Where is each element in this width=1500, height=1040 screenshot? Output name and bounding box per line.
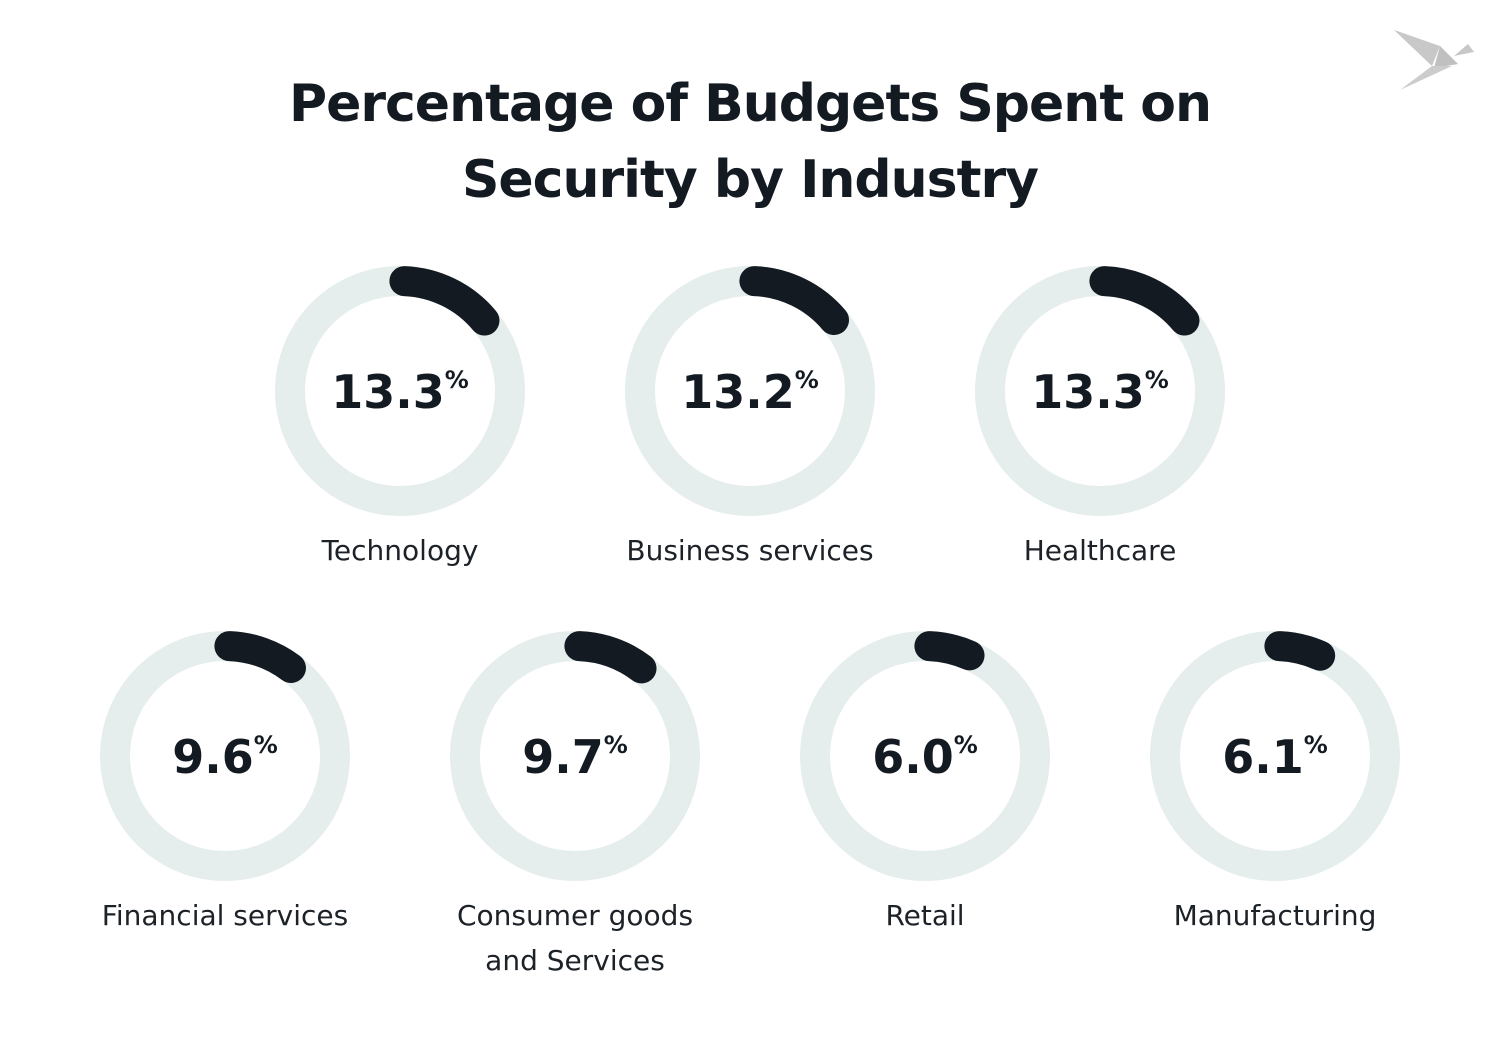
donut-6: 6.1% Manufacturing: [1150, 631, 1400, 932]
donut-arc: [389, 266, 500, 336]
value-label: 13.3%: [331, 365, 469, 419]
donut-3: 9.6% Financial services: [100, 631, 350, 932]
chart-title-line-1: Percentage of Budgets Spent on: [288, 74, 1212, 134]
donut-4: 9.7% Consumer goods and Services: [450, 631, 700, 977]
donut-arc: [214, 631, 306, 683]
value-label: 6.0%: [872, 730, 978, 784]
chart-title: Percentage of Budgets Spent on Security …: [0, 66, 1500, 218]
donut-arc: [1089, 266, 1200, 336]
value-label: 9.6%: [172, 730, 278, 784]
category-label: Retail: [885, 899, 964, 932]
donut-arc: [1264, 631, 1336, 671]
category-label: Business services: [626, 534, 873, 567]
category-label: Financial services: [102, 899, 348, 932]
category-label: Healthcare: [1024, 534, 1177, 567]
value-label: 13.3%: [1031, 365, 1169, 419]
category-label: Technology: [321, 534, 479, 567]
donut-2: 13.3% Healthcare: [975, 266, 1225, 567]
value-label: 6.1%: [1222, 730, 1328, 784]
donut-arc: [914, 631, 985, 671]
donut-arc: [564, 631, 657, 684]
value-label: 9.7%: [522, 730, 628, 784]
donut-1: 13.2% Business services: [625, 266, 875, 567]
donut-0: 13.3% Technology: [275, 266, 525, 567]
category-label: Manufacturing: [1174, 899, 1377, 932]
donut-5: 6.0% Retail: [800, 631, 1050, 932]
donut-arc: [739, 266, 850, 336]
origami-bird-icon: [1394, 30, 1474, 90]
category-label: Consumer goods: [457, 899, 693, 932]
chart-title-line-2: Security by Industry: [461, 150, 1039, 210]
category-label: and Services: [485, 944, 665, 977]
value-label: 13.2%: [681, 365, 819, 419]
